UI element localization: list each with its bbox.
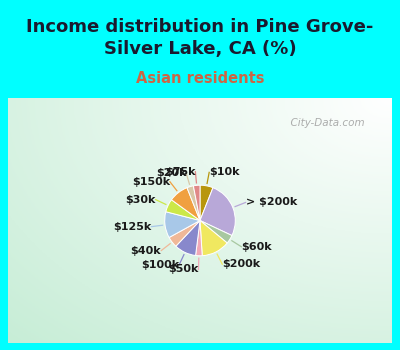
Text: > $200k: > $200k [246,197,297,208]
Wedge shape [200,220,232,243]
Text: Asian residents: Asian residents [136,71,264,86]
Wedge shape [200,188,235,236]
Text: $60k: $60k [241,242,272,252]
Text: $150k: $150k [132,177,170,187]
Wedge shape [196,220,202,256]
Wedge shape [193,185,200,220]
Text: $100k: $100k [141,260,179,270]
Text: $75k: $75k [165,167,195,177]
Text: City-Data.com: City-Data.com [284,118,365,127]
Text: $10k: $10k [209,167,240,177]
Wedge shape [169,220,200,246]
Text: Income distribution in Pine Grove-
Silver Lake, CA (%): Income distribution in Pine Grove- Silve… [26,18,374,58]
Wedge shape [165,212,200,238]
Text: $20k: $20k [156,168,186,178]
Text: $200k: $200k [222,259,260,269]
Text: $50k: $50k [168,265,198,274]
Wedge shape [200,220,227,256]
Wedge shape [166,200,200,220]
Text: $40k: $40k [131,246,161,256]
Text: $30k: $30k [125,195,156,205]
Wedge shape [176,220,200,256]
Text: $125k: $125k [113,222,151,232]
Wedge shape [200,185,213,220]
Wedge shape [172,188,200,220]
Wedge shape [187,186,200,220]
